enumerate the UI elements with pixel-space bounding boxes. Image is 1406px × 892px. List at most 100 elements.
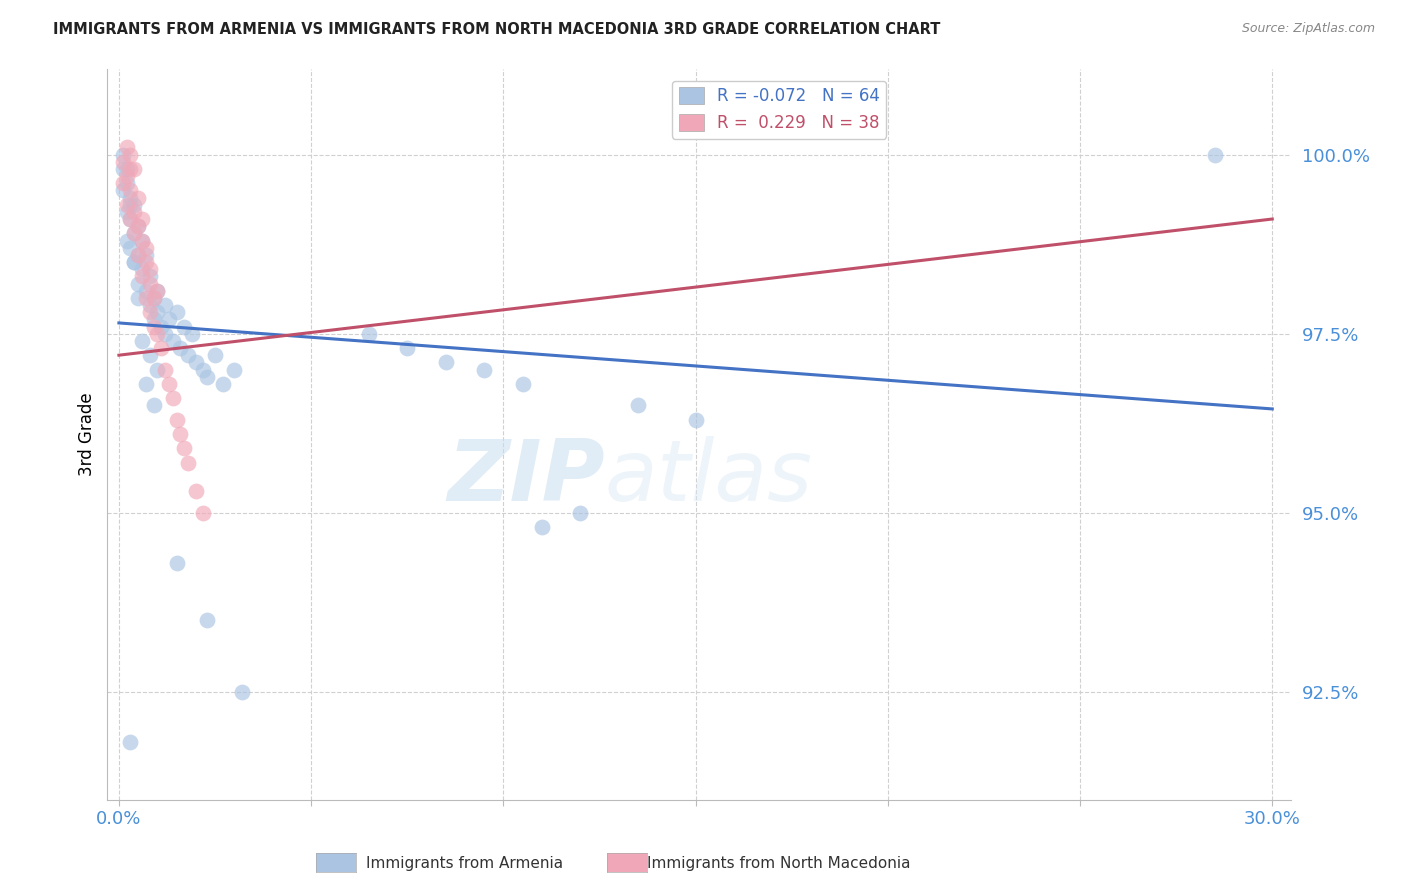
Point <box>120 241 142 255</box>
Text: Immigrants from Armenia: Immigrants from Armenia <box>366 856 562 871</box>
Point <box>142 398 165 412</box>
Point <box>124 227 146 241</box>
Point <box>131 212 153 227</box>
Point <box>169 427 191 442</box>
Point <box>142 291 165 305</box>
Point <box>146 284 169 298</box>
Point <box>115 169 138 183</box>
Point <box>135 255 157 269</box>
Point <box>120 183 142 197</box>
Point <box>153 298 176 312</box>
Point <box>569 506 592 520</box>
Point <box>153 326 176 341</box>
Point <box>138 298 160 312</box>
Text: ZIP: ZIP <box>447 436 605 519</box>
Point <box>162 334 184 348</box>
Point <box>157 376 180 391</box>
Point <box>627 398 650 412</box>
Point <box>124 255 146 269</box>
Point <box>127 219 149 234</box>
Point <box>157 312 180 326</box>
Point <box>685 413 707 427</box>
Point <box>135 376 157 391</box>
Point <box>111 183 134 197</box>
Point <box>120 161 142 176</box>
Point <box>1204 147 1226 161</box>
Point <box>115 234 138 248</box>
Legend: R = -0.072   N = 64, R =  0.229   N = 38: R = -0.072 N = 64, R = 0.229 N = 38 <box>672 80 886 138</box>
Point <box>184 355 207 369</box>
Point <box>111 154 134 169</box>
Point <box>138 269 160 284</box>
Point <box>131 334 153 348</box>
Point <box>120 197 142 211</box>
Point <box>127 277 149 291</box>
Point <box>472 362 495 376</box>
Point <box>131 262 153 277</box>
Point <box>177 456 200 470</box>
Point <box>162 391 184 405</box>
Point <box>115 161 138 176</box>
Text: Source: ZipAtlas.com: Source: ZipAtlas.com <box>1241 22 1375 36</box>
Point <box>173 442 195 456</box>
Point <box>138 348 160 362</box>
Point <box>120 147 142 161</box>
Point <box>512 376 534 391</box>
Point <box>166 413 188 427</box>
Point <box>195 369 218 384</box>
Point <box>166 556 188 570</box>
Point <box>120 212 142 227</box>
Point <box>127 248 149 262</box>
Point <box>142 312 165 326</box>
Point <box>169 341 191 355</box>
Text: atlas: atlas <box>605 436 813 519</box>
Point <box>138 277 160 291</box>
Point <box>131 234 153 248</box>
Point <box>111 147 134 161</box>
Point <box>115 176 138 190</box>
Point <box>120 212 142 227</box>
Text: Immigrants from North Macedonia: Immigrants from North Macedonia <box>647 856 910 871</box>
Point <box>193 506 215 520</box>
Point <box>357 326 380 341</box>
Point <box>184 484 207 499</box>
Point <box>173 319 195 334</box>
Point <box>111 161 134 176</box>
Point <box>231 685 253 699</box>
Point <box>146 284 169 298</box>
Point <box>204 348 226 362</box>
Point <box>224 362 246 376</box>
Point <box>146 305 169 319</box>
Point <box>153 362 176 376</box>
Point <box>115 197 138 211</box>
Point <box>150 319 173 334</box>
Point <box>150 341 173 355</box>
Point <box>135 248 157 262</box>
Y-axis label: 3rd Grade: 3rd Grade <box>79 392 96 475</box>
Point <box>127 190 149 204</box>
Point <box>530 520 553 534</box>
Point <box>124 161 146 176</box>
Point <box>124 197 146 211</box>
Point <box>142 319 165 334</box>
Point <box>138 262 160 277</box>
Point <box>396 341 419 355</box>
Point <box>131 234 153 248</box>
Point <box>111 176 134 190</box>
Point <box>131 269 153 284</box>
Point <box>177 348 200 362</box>
Point <box>127 219 149 234</box>
Point <box>124 205 146 219</box>
Point <box>211 376 233 391</box>
Point <box>115 140 138 154</box>
Point <box>120 190 142 204</box>
Point <box>146 362 169 376</box>
Point <box>127 248 149 262</box>
Point <box>195 613 218 627</box>
Point <box>146 326 169 341</box>
Point <box>115 205 138 219</box>
Point <box>142 291 165 305</box>
Point <box>120 735 142 749</box>
Point <box>124 255 146 269</box>
Point <box>193 362 215 376</box>
